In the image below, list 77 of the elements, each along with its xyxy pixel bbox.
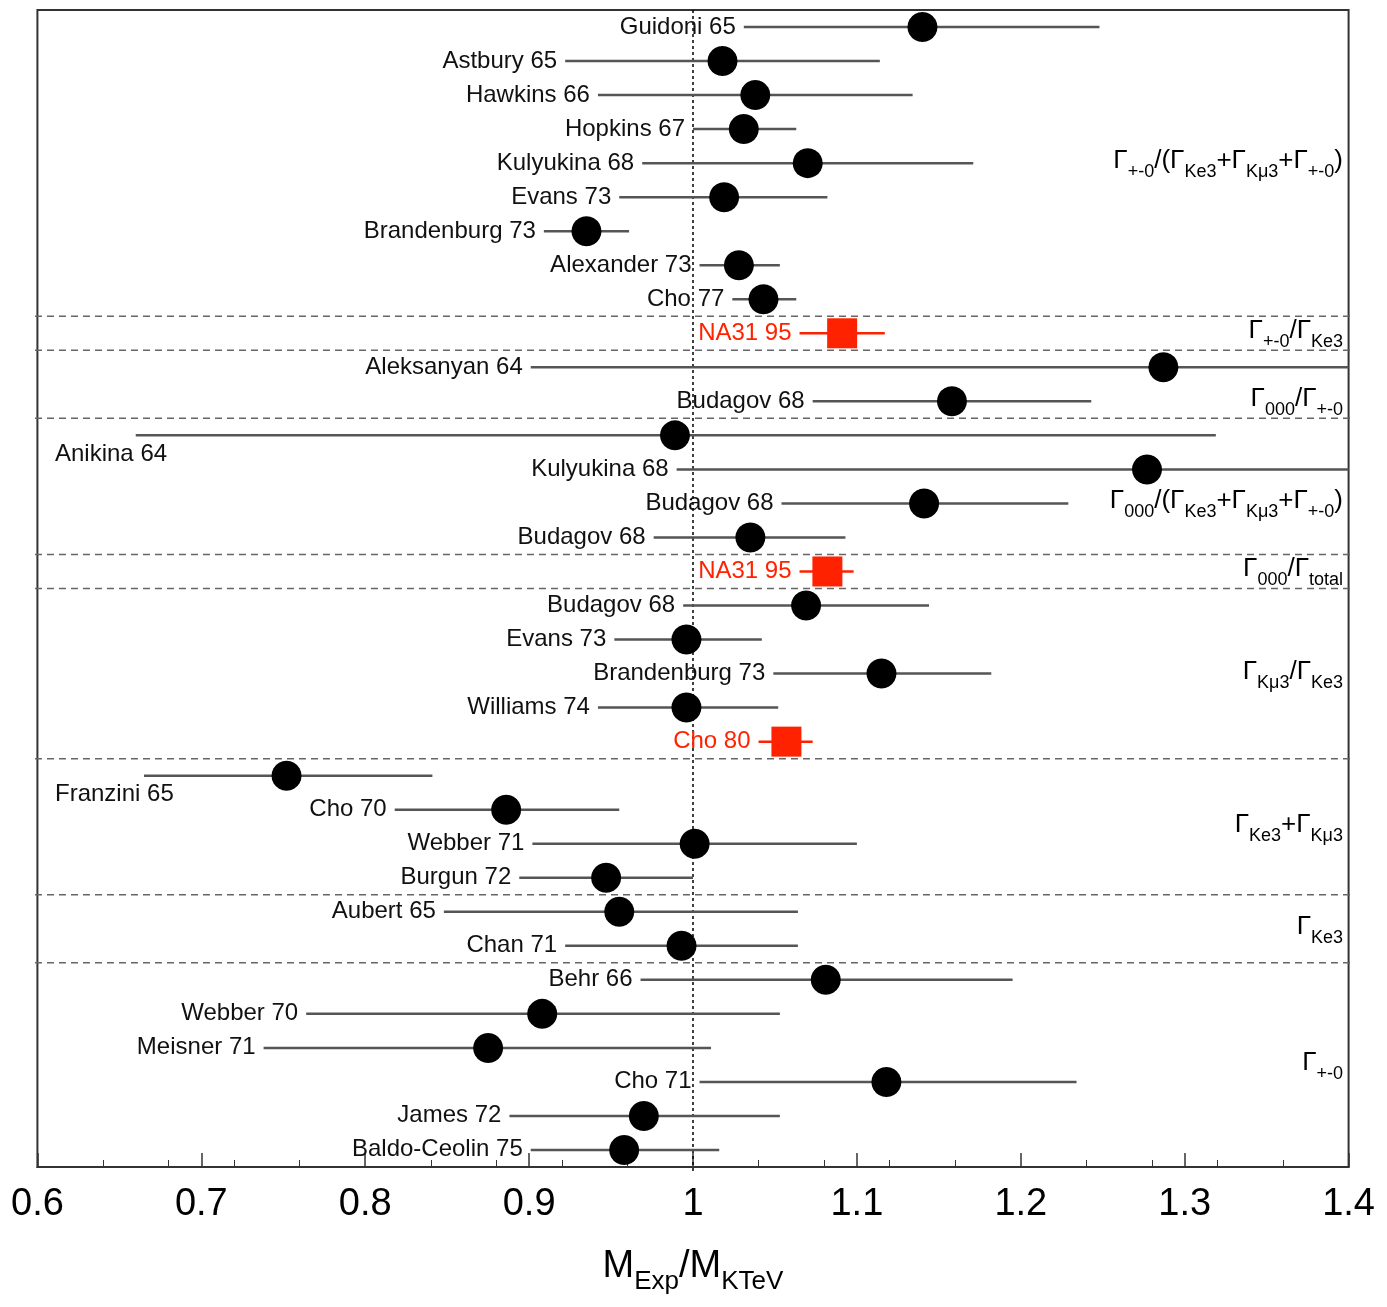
y-tick-label: Alexander 73 <box>550 249 692 277</box>
y-tick-label: Anikina 64 <box>55 438 168 466</box>
y-tick-label: NA31 95 <box>698 555 792 583</box>
point <box>604 896 635 927</box>
y-tick-label: Evans 73 <box>511 181 612 209</box>
y-tick-label: Franzini 65 <box>55 779 174 807</box>
y-tick-label: NA31 95 <box>698 317 792 345</box>
point <box>810 964 841 995</box>
x-tick-label: 0.8 <box>338 1181 392 1223</box>
point <box>671 624 702 655</box>
point <box>609 1134 640 1165</box>
y-tick-label: Behr 66 <box>548 964 633 992</box>
y-tick-label: Guidoni 65 <box>619 11 736 39</box>
point <box>812 556 843 587</box>
point <box>660 420 690 451</box>
point <box>748 284 779 315</box>
y-tick-label: Aleksanyan 64 <box>365 351 523 379</box>
point <box>735 522 766 553</box>
point <box>679 828 710 859</box>
y-tick-label: Hawkins 66 <box>465 79 590 107</box>
y-tick-label: Williams 74 <box>467 692 590 720</box>
x-tick-label: 0.7 <box>174 1181 228 1223</box>
y-tick-label: Chan 71 <box>466 930 558 958</box>
point <box>571 216 602 247</box>
x-tick-label: 1.1 <box>830 1181 884 1223</box>
point <box>707 46 738 77</box>
point <box>866 658 897 689</box>
point <box>527 998 558 1029</box>
y-tick-label: Webber 70 <box>181 998 299 1026</box>
point <box>936 386 967 417</box>
y-tick-label: Webber 71 <box>407 828 525 856</box>
point <box>666 930 697 961</box>
point <box>728 114 759 145</box>
y-tick-label: Astbury 65 <box>442 45 558 73</box>
y-tick-label: Cho 80 <box>673 726 751 754</box>
y-tick-label: Brandenburg 73 <box>363 215 536 243</box>
y-tick-label: Cho 70 <box>309 794 387 822</box>
x-tick-label: 1.3 <box>1158 1181 1212 1223</box>
point <box>591 862 622 893</box>
point <box>271 760 302 791</box>
point <box>792 148 823 179</box>
y-tick-label: Cho 71 <box>614 1066 692 1094</box>
y-tick-label: Budagov 68 <box>676 385 805 413</box>
point <box>827 318 858 349</box>
point <box>723 250 754 281</box>
point <box>473 1032 504 1063</box>
x-tick-label: 1 <box>682 1181 704 1223</box>
point <box>771 726 802 757</box>
point <box>791 590 822 621</box>
point <box>1148 352 1179 383</box>
y-tick-label: James 72 <box>397 1100 502 1128</box>
y-tick-label: Kulyukina 68 <box>531 453 669 481</box>
point <box>671 692 702 723</box>
y-tick-label: Burgun 72 <box>400 862 512 890</box>
y-tick-label: Aubert 65 <box>331 896 436 924</box>
y-tick-label: Kulyukina 68 <box>496 147 635 175</box>
y-tick-label: Budagov 68 <box>517 521 646 549</box>
x-tick-label: 1.2 <box>994 1181 1048 1223</box>
y-tick-label: Cho 77 <box>646 283 725 311</box>
y-tick-label: Meisner 71 <box>136 1032 256 1060</box>
point <box>709 182 740 213</box>
y-tick-label: Hopkins 67 <box>564 113 685 141</box>
y-tick-label: Budagov 68 <box>547 590 676 618</box>
point <box>909 488 940 519</box>
y-tick-label: Baldo-Ceolin 75 <box>351 1134 523 1162</box>
y-tick-label: Evans 73 <box>506 624 607 652</box>
point <box>1132 454 1162 485</box>
point <box>907 12 938 43</box>
point <box>740 80 771 111</box>
y-tick-label: Brandenburg 73 <box>593 658 766 686</box>
point <box>871 1066 902 1097</box>
point <box>628 1100 659 1131</box>
x-tick-label: 0.9 <box>502 1181 556 1223</box>
point <box>491 794 522 825</box>
x-tick-label: 0.6 <box>11 1181 64 1223</box>
y-tick-label: Budagov 68 <box>645 487 774 515</box>
x-tick-label: 1.4 <box>1322 1181 1375 1223</box>
